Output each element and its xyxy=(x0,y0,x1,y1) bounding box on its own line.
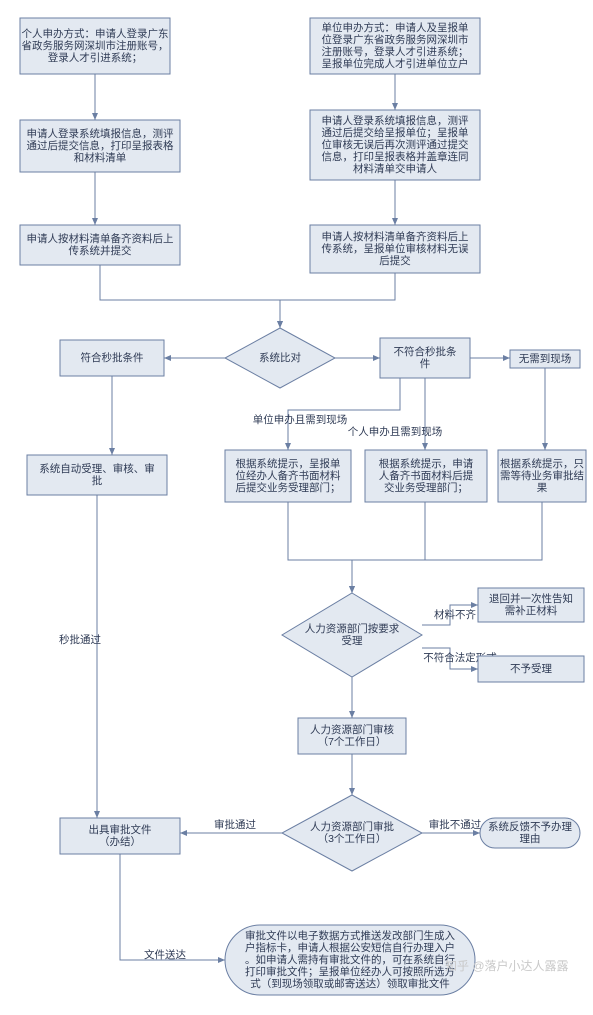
node-text: 位审核无误后再次测评通过提交 xyxy=(322,138,469,151)
node-text: 需补正材料 xyxy=(505,604,558,617)
node-text: 传系统并提交 xyxy=(69,244,132,257)
node-text: 件 xyxy=(420,358,431,370)
edge xyxy=(100,265,280,328)
node-text: （办结） xyxy=(99,835,141,848)
node-text: 注册账号，登录人才引进系统； xyxy=(322,45,469,58)
node-text: 申请人登录系统填报信息，测评 xyxy=(322,114,469,127)
node-text: 不符合秒批条 xyxy=(394,345,457,358)
edge xyxy=(120,854,225,960)
node-text: 系统反馈不予办理 xyxy=(488,820,572,833)
node-text: 申请人按材料清单备齐资料后上 xyxy=(27,232,174,245)
edge xyxy=(288,502,352,593)
edge-label: 个人申办且需到现场 xyxy=(348,425,443,438)
node-text: 批 xyxy=(92,474,103,487)
edge-label: 单位申办且需到现场 xyxy=(253,413,348,426)
node-text: 不予受理 xyxy=(510,663,552,675)
node-text: 受理 xyxy=(342,635,363,647)
node-text: 后提交 xyxy=(379,254,411,267)
node-text: 交业务受理部门； xyxy=(384,481,468,494)
node-text: 省政务服务网深圳市注册账号， xyxy=(22,39,169,52)
node-text: 位登录广东省政务服务网深圳市 xyxy=(322,33,469,46)
edge-label: 材料不齐 xyxy=(434,608,476,621)
node-text: 个人申办方式：申请人登录广东 xyxy=(22,27,169,40)
node-text: 登录人才引进系统； xyxy=(48,51,143,64)
edge-label: 文件送达 xyxy=(144,948,186,961)
node-text: 审批文件以电子数据方式推送发改部门生成入 xyxy=(245,929,455,942)
node-text: 材料清单交申请人 xyxy=(353,162,437,175)
node-text: 人力资源部门审批 xyxy=(310,820,394,833)
node-text: 人力资源部门按要求 xyxy=(305,622,400,635)
node-text: 系统比对 xyxy=(259,351,301,364)
node-text: 户指标卡，申请人根据公安短信自行办理入户 xyxy=(245,941,455,954)
edge xyxy=(280,273,395,328)
node-text: （7个工作日） xyxy=(318,736,387,748)
node-text: 。如申请人需持有审批文件的，可在系统自行 xyxy=(245,953,455,966)
node-text: 人力资源部门审核 xyxy=(310,723,394,736)
node-text: 符合秒批条件 xyxy=(81,351,144,364)
node-text: 根据系统提示，只 xyxy=(500,457,584,470)
node-text: 申请人登录系统填报信息，测评 xyxy=(27,127,174,140)
node-text: 呈报单位完成人才引进单位立户 xyxy=(322,57,469,70)
edge-label: 审批不通过 xyxy=(429,818,482,831)
node-text: 需等待业务审批结 xyxy=(500,469,584,482)
node-text: 人备齐书面材料后提 xyxy=(379,469,474,482)
node-text: 式（到现场领取或邮寄送达）领取审批文件 xyxy=(250,977,450,990)
node-text: 退回并一次性告知 xyxy=(489,592,573,605)
edge xyxy=(352,502,425,593)
watermark: 知乎 @落户小达人露露 xyxy=(445,958,569,973)
node-text: 传系统，呈报单位审核材料无误 xyxy=(322,242,469,255)
node-text: 系统自动受理、审核、审 xyxy=(39,462,155,475)
node-text: 通过后提交给呈报单位；呈报单 xyxy=(322,126,469,139)
node-text: 通过后提交信息，打印呈报表格 xyxy=(27,139,174,152)
node-text: 出具审批文件 xyxy=(89,823,152,836)
node-text: 无需到现场 xyxy=(519,352,572,365)
node-text: 理由 xyxy=(520,832,541,845)
node-text: 果 xyxy=(537,482,548,494)
node-text: （3个工作日） xyxy=(318,833,387,845)
node-text: 信息，打印呈报表格并盖章连同 xyxy=(322,150,469,163)
node-text: 后提交业务受理部门； xyxy=(236,481,341,494)
node-text: 和材料清单 xyxy=(74,151,127,164)
node-text: 打印审批文件；呈报单位经办人可按照所选方 xyxy=(245,965,455,978)
node-text: 位经办人备齐书面材料 xyxy=(236,469,341,482)
node-text: 申请人按材料清单备齐资料后上 xyxy=(322,230,469,243)
node-text: 根据系统提示，呈报单 xyxy=(236,457,341,470)
edge xyxy=(352,502,542,593)
node-text: 单位申办方式：申请人及呈报单 xyxy=(322,21,469,34)
edge-label: 秒批通过 xyxy=(59,633,101,646)
node-text: 根据系统提示，申请 xyxy=(379,457,474,470)
edge-label: 审批通过 xyxy=(214,818,256,831)
